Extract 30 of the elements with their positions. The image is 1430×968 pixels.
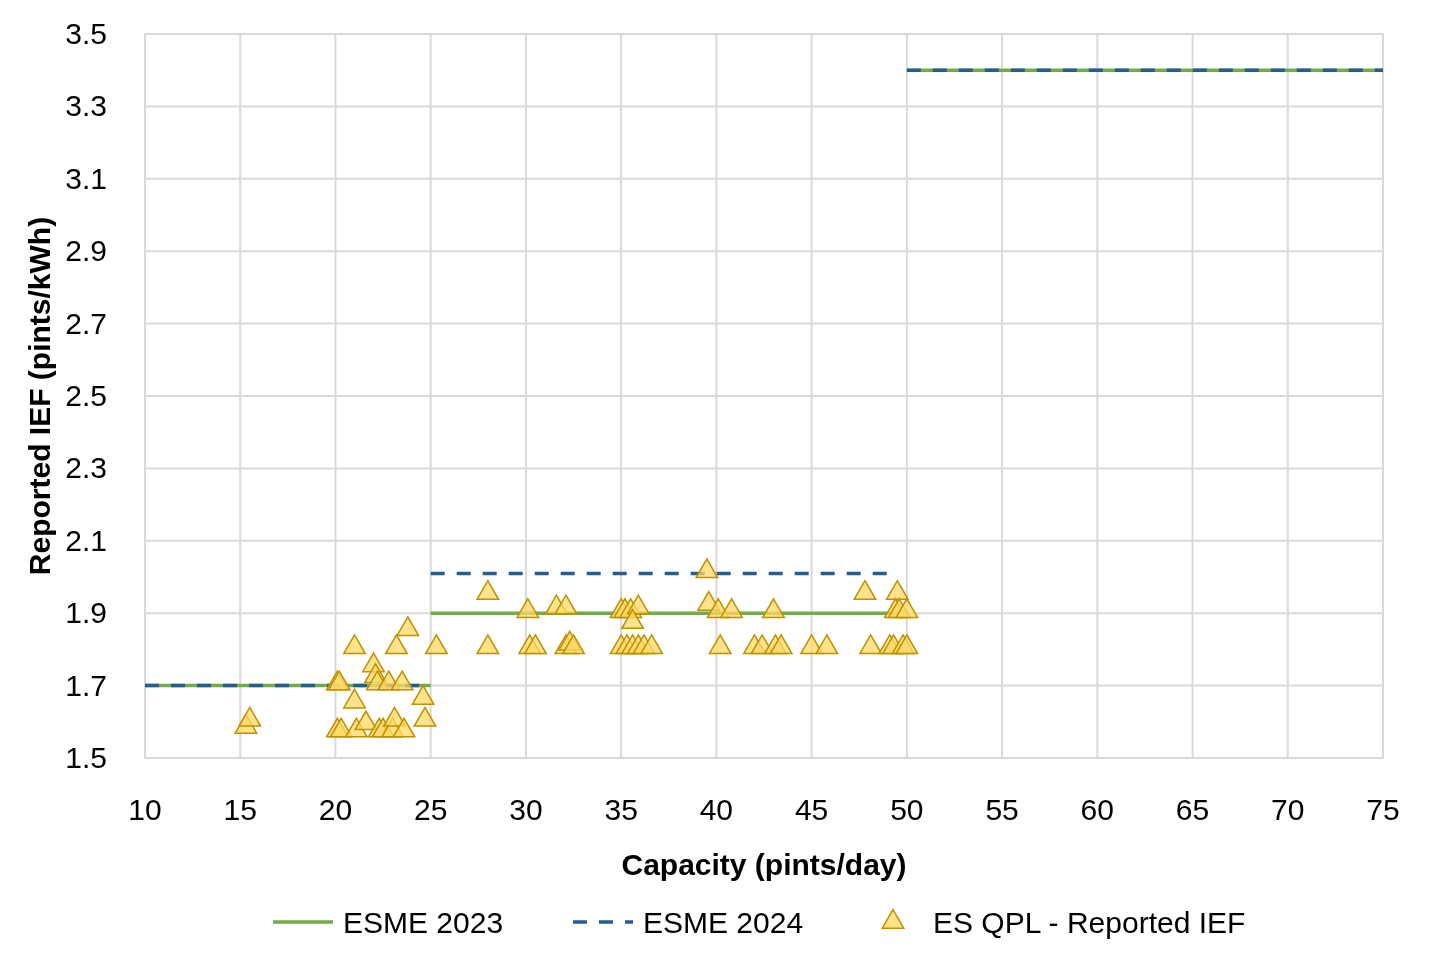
y-tick-label: 2.9 [65, 234, 107, 268]
x-tick-label: 25 [414, 793, 448, 826]
x-tick-label: 10 [128, 793, 162, 826]
y-tick-label: 3.5 [65, 17, 107, 50]
y-tick-label: 1.9 [65, 596, 107, 630]
y-axis-title: Reported IEF (pints/kWh) [23, 216, 56, 576]
legend-label: ESME 2024 [643, 906, 804, 939]
y-tick-label: 1.5 [65, 741, 107, 774]
x-tick-label: 15 [223, 793, 257, 826]
x-tick-label: 75 [1366, 793, 1400, 826]
y-tick-label: 3.3 [65, 89, 107, 123]
y-tick-label: 2.1 [65, 523, 107, 557]
y-tick-label: 2.5 [65, 379, 107, 412]
x-tick-label: 50 [890, 793, 924, 826]
x-tick-label: 30 [509, 793, 543, 826]
x-tick-label: 70 [1271, 793, 1305, 826]
x-tick-label: 60 [1080, 793, 1114, 826]
y-tick-label: 3.1 [65, 161, 107, 195]
y-tick-label: 2.3 [65, 451, 107, 485]
x-tick-label: 20 [318, 793, 353, 826]
x-axis-title: Capacity (pints/day) [621, 848, 907, 881]
x-tick-label: 40 [699, 793, 734, 826]
legend-label: ES QPL - Reported IEF [933, 906, 1246, 939]
y-tick-label: 2.7 [65, 306, 107, 340]
x-tick-label: 65 [1175, 793, 1210, 826]
x-tick-label: 45 [794, 793, 829, 826]
legend-label: ESME 2023 [343, 906, 504, 939]
x-tick-label: 55 [985, 793, 1019, 826]
y-tick-label: 1.7 [65, 668, 107, 702]
x-tick-label: 35 [604, 793, 638, 826]
